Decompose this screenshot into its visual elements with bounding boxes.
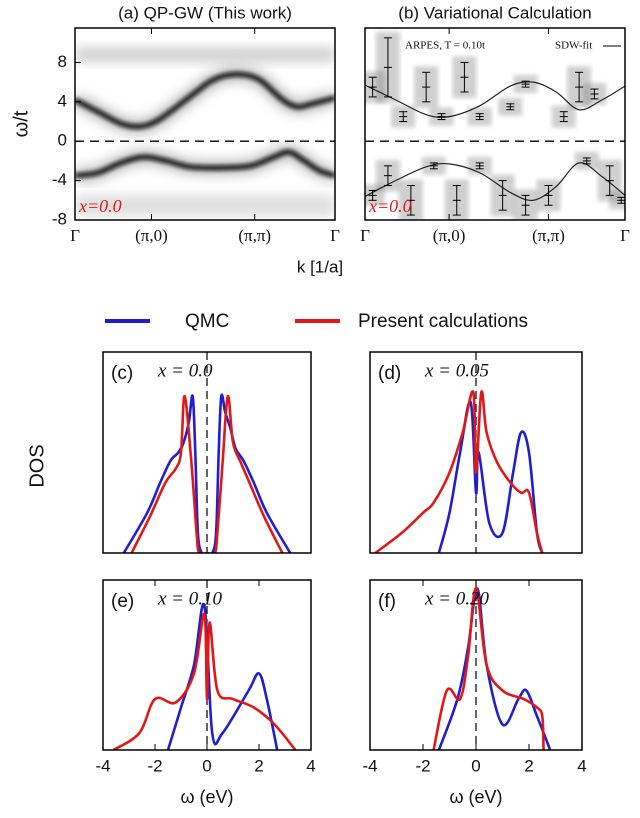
x-axis-label: ω (eV) <box>180 787 233 807</box>
fit-label: SDW-fit <box>555 40 592 52</box>
annotation: x = 0.10 <box>157 588 223 609</box>
panel: -4 -2 0 2 4 (f) x = 0.20 ω (eV) <box>362 579 587 807</box>
y-tick-label: 4 <box>58 91 67 110</box>
frame <box>364 27 626 221</box>
x-tick-label: 2 <box>524 756 533 775</box>
x-tick-label: 0 <box>202 756 211 775</box>
y-tick-label: 8 <box>58 52 67 71</box>
x-axis-label: ω (eV) <box>449 787 502 807</box>
panel-title: (a) QP-GW (This work) <box>118 3 292 22</box>
x-tick-label: (π,0) <box>135 226 168 245</box>
x-tick-label: Γ <box>330 226 340 245</box>
dos-line <box>130 394 284 553</box>
plot-area <box>365 31 625 220</box>
dos-line <box>112 612 297 750</box>
frame <box>74 27 336 221</box>
x-tick-label: (π,0) <box>433 226 466 245</box>
plot-area <box>432 580 552 750</box>
annotation: x = 0.0 <box>157 360 213 381</box>
x-tick-label: 2 <box>254 756 263 775</box>
dos-line <box>437 587 552 750</box>
dos-line <box>432 587 545 750</box>
x-tick-label: Γ <box>360 226 370 245</box>
dos-line <box>374 390 544 553</box>
x-tick-label: (π,π) <box>532 226 565 245</box>
y-tick-label: -4 <box>52 170 67 189</box>
panel-label: (e) <box>111 591 134 612</box>
x-tick-label: (π,π) <box>238 226 271 245</box>
band <box>75 71 335 130</box>
plot-area <box>112 580 297 750</box>
x-tick-label: -2 <box>147 756 162 775</box>
x-tick-label: 4 <box>306 756 315 775</box>
dos-line <box>122 393 292 553</box>
dos-line <box>437 400 544 553</box>
plot-area <box>374 352 544 553</box>
x-axis-label: k [1/a] <box>297 257 343 276</box>
frame <box>369 351 583 554</box>
annotation: x=0.0 <box>368 196 412 216</box>
x-tick-label: Γ <box>70 226 80 245</box>
panel-title: (b) Variational Calculation <box>398 3 591 22</box>
plot-area <box>122 352 292 553</box>
x-tick-label: 0 <box>471 756 480 775</box>
y-axis-label: ω/t <box>10 110 32 137</box>
x-tick-label: -2 <box>415 756 430 775</box>
annotation: x=0.0 <box>78 196 122 216</box>
plot-area <box>75 47 335 216</box>
frame <box>102 579 312 751</box>
panel: Γ (π,0) (π,π) Γ (b) Variational Calculation x… <box>360 3 630 245</box>
frame <box>369 579 583 751</box>
frame <box>102 351 312 554</box>
panel-label: (f) <box>378 591 396 612</box>
data-label: ARPES, T = 0.10t <box>405 40 485 52</box>
panel-label: (d) <box>378 363 401 384</box>
haze <box>75 47 335 62</box>
band <box>75 149 335 179</box>
y-tick-label: -8 <box>52 209 67 228</box>
dos-line <box>166 602 279 750</box>
annotation: x = 0.20 <box>424 588 490 609</box>
annotation: x = 0.05 <box>424 360 489 381</box>
x-tick-label: Γ <box>620 226 630 245</box>
panel: (d) x = 0.05 <box>369 351 583 554</box>
legend-label: Present calculations <box>358 311 528 332</box>
x-tick-label: -4 <box>95 756 110 775</box>
fit-line <box>365 81 625 118</box>
panel: (c) x = 0.0 DOS <box>26 351 312 554</box>
y-tick-label: 0 <box>58 131 67 150</box>
x-tick-label: 4 <box>577 756 586 775</box>
panel-label: (c) <box>111 363 133 384</box>
y-axis-label: DOS <box>26 444 48 487</box>
x-tick-label: -4 <box>362 756 377 775</box>
haze <box>75 195 335 216</box>
panel: -4 -2 0 2 4 (e) x = 0.10 ω (eV) <box>95 579 316 807</box>
legend-label: QMC <box>185 311 229 332</box>
